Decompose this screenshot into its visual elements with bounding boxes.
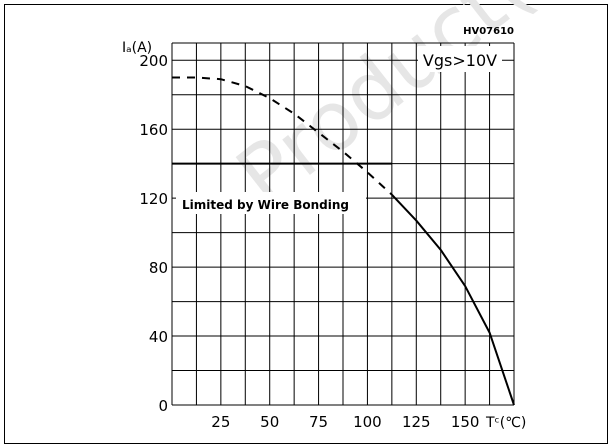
series-line-1 (172, 76, 393, 196)
grid (171, 42, 515, 406)
x-tick-label: 100 (353, 413, 382, 431)
annotation-label: Limited by Wire Bonding (182, 198, 349, 212)
series-line-2 (391, 194, 515, 406)
figure-code: HV07610 (463, 26, 514, 37)
x-axis-label: Tᶜ(℃) (485, 415, 526, 431)
x-tick-label: 150 (451, 413, 480, 431)
y-tick-label: 200 (139, 52, 168, 70)
annotation-box (176, 192, 366, 214)
label-group: 0 40 80 120 160 200 25 50 75 100 125 150 Iₐ(A) Tᶜ(℃) H… (122, 26, 526, 431)
y-tick-label: 160 (139, 121, 168, 139)
condition-note: Vgs>10V (423, 51, 497, 70)
chart-svg: 0 40 80 120 160 200 25 50 75 100 125 150 Iₐ(A) Tᶜ(℃) H… (122, 26, 526, 431)
y-tick-label: 40 (149, 328, 168, 346)
series-group (172, 76, 515, 406)
y-tick-label: 0 (158, 397, 168, 415)
y-axis-label: Iₐ(A) (122, 40, 152, 56)
y-tick-label: 80 (149, 259, 168, 277)
x-tick-label: 125 (402, 413, 431, 431)
legend-box (418, 46, 502, 72)
y-tick-label: 120 (139, 190, 168, 208)
x-tick-label: 25 (211, 413, 230, 431)
x-tick-label: 75 (309, 413, 328, 431)
x-tick-label: 50 (260, 413, 279, 431)
